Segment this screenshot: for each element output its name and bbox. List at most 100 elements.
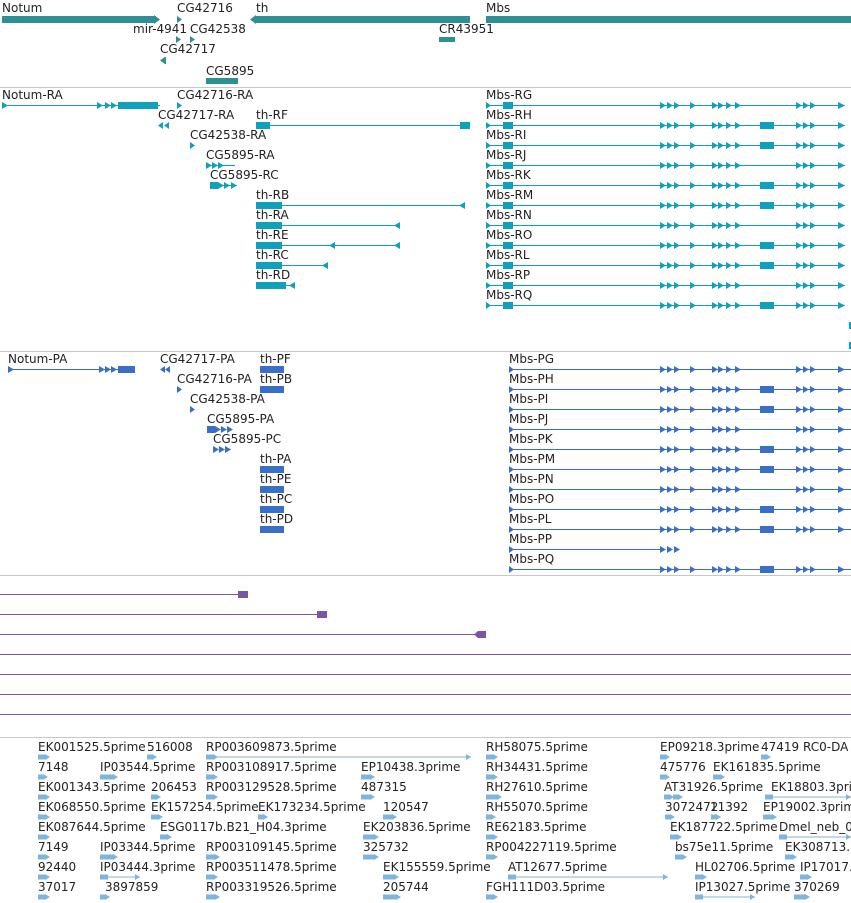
est-label[interactable]: EK308713.: [785, 840, 850, 854]
transcript-label[interactable]: Mbs-RM: [486, 188, 533, 202]
mbs-protein-glyph[interactable]: [509, 546, 680, 553]
mbs-protein-glyph[interactable]: [509, 526, 851, 533]
est-label[interactable]: RP004227119.5prime: [486, 840, 617, 854]
transcript-label[interactable]: th-RD: [256, 268, 290, 282]
gene-label[interactable]: th: [256, 1, 268, 15]
gene-label[interactable]: CG42716: [177, 1, 233, 15]
est-label[interactable]: EK087644.5prime: [38, 820, 146, 834]
est-label[interactable]: EK157254.5prime: [151, 800, 259, 814]
mbs-transcript-glyph[interactable]: [486, 162, 845, 169]
transcript-label[interactable]: CG42538-RA: [190, 128, 267, 142]
est-label[interactable]: 47419: [761, 740, 799, 754]
protein-label[interactable]: Mbs-PP: [509, 532, 552, 546]
mbs-protein-glyph[interactable]: [509, 566, 851, 573]
mbs-protein-glyph[interactable]: [509, 506, 851, 513]
est-label[interactable]: 11392: [710, 800, 748, 814]
mbs-protein-glyph[interactable]: [509, 426, 851, 433]
est-label[interactable]: EK001343.5prime: [38, 780, 146, 794]
transcript-label[interactable]: th-RF: [256, 108, 288, 122]
est-label[interactable]: 487315: [361, 780, 407, 794]
transcript-label[interactable]: Mbs-RJ: [486, 148, 526, 162]
est-label[interactable]: EK203836.5prime: [363, 820, 471, 834]
est-label[interactable]: FGH111D03.5prime: [486, 880, 605, 894]
transcript-label[interactable]: Mbs-RQ: [486, 288, 532, 302]
protein-label[interactable]: Mbs-PQ: [509, 552, 554, 566]
protein-label[interactable]: Mbs-PG: [509, 352, 554, 366]
gene-label[interactable]: Notum: [2, 1, 42, 15]
protein-label[interactable]: Mbs-PL: [509, 512, 552, 526]
est-label[interactable]: 7148: [38, 760, 69, 774]
protein-label[interactable]: CG42716-PA: [177, 372, 253, 386]
mbs-transcript-glyph[interactable]: [486, 302, 845, 309]
est-label[interactable]: EK173234.5prime: [258, 800, 366, 814]
est-label[interactable]: 7149: [38, 840, 69, 854]
est-label[interactable]: ESG0117b.B21_H04.3prime: [160, 820, 327, 834]
est-label[interactable]: IP03544.5prime: [100, 760, 195, 774]
gene-glyph-notum[interactable]: [2, 16, 154, 23]
gene-glyph-mbs[interactable]: [486, 16, 851, 23]
gene-glyph-mir-4941[interactable]: [176, 36, 181, 43]
est-label[interactable]: 325732: [363, 840, 409, 854]
mbs-transcript-glyph[interactable]: [486, 102, 845, 109]
mbs-transcript-glyph[interactable]: [486, 142, 845, 149]
mbs-protein-glyph[interactable]: [509, 466, 851, 473]
gene-glyph-cg42717[interactable]: [160, 57, 166, 64]
protein-label[interactable]: CG5895-PC: [213, 432, 281, 446]
mbs-protein-glyph[interactable]: [509, 386, 851, 393]
mbs-transcript-glyph[interactable]: [486, 222, 845, 229]
transcript-label[interactable]: Mbs-RP: [486, 268, 530, 282]
gene-label[interactable]: CG42538: [190, 22, 246, 36]
est-label[interactable]: RP003319526.5prime: [206, 880, 337, 894]
est-label[interactable]: EP19002.3prime: [763, 800, 851, 814]
protein-label[interactable]: th-PA: [260, 452, 292, 466]
mbs-transcript-glyph[interactable]: [486, 282, 845, 289]
transcript-label[interactable]: CG42717-RA: [158, 108, 235, 122]
mbs-protein-glyph[interactable]: [509, 446, 851, 453]
est-label[interactable]: EK18803.3prime: [771, 780, 851, 794]
est-label[interactable]: RP003129528.5prime: [206, 780, 337, 794]
est-label[interactable]: RP003609873.5prime: [206, 740, 337, 754]
gene-glyph-cg42538[interactable]: [190, 36, 195, 43]
mbs-transcript-glyph[interactable]: [486, 182, 845, 189]
est-label[interactable]: IP17017.: [800, 860, 851, 874]
est-label[interactable]: RP003108917.5prime: [206, 760, 337, 774]
mbs-transcript-glyph[interactable]: [486, 262, 845, 269]
gene-glyph-cg5895[interactable]: [206, 78, 238, 84]
mbs-protein-glyph[interactable]: [509, 406, 851, 413]
est-label[interactable]: EK187722.5prime: [670, 820, 778, 834]
est-label[interactable]: EK161835.5prime: [713, 760, 821, 774]
protein-label[interactable]: CG5895-PA: [207, 412, 275, 426]
est-label[interactable]: RH27610.5prime: [486, 780, 588, 794]
protein-label[interactable]: Notum-PA: [8, 352, 68, 366]
est-label[interactable]: bs75e11.5prime: [675, 840, 773, 854]
gene-glyph-cr43951[interactable]: [439, 37, 455, 42]
gene-label[interactable]: CG42717: [160, 42, 216, 56]
protein-label[interactable]: CG42538-PA: [190, 392, 266, 406]
est-label[interactable]: 516008: [147, 740, 193, 754]
protein-label[interactable]: Mbs-PJ: [509, 412, 548, 426]
est-label[interactable]: HL02706.5prime: [695, 860, 795, 874]
est-label[interactable]: RC0-DA: [803, 740, 849, 754]
est-label[interactable]: 475776: [660, 760, 706, 774]
transcript-label[interactable]: Mbs-RK: [486, 168, 532, 182]
est-label[interactable]: RH55070.5prime: [486, 800, 588, 814]
est-label[interactable]: EP10438.3prime: [361, 760, 460, 774]
est-label[interactable]: 3072472: [665, 800, 718, 814]
est-label[interactable]: 37017: [38, 880, 76, 894]
transcript-label[interactable]: th-RC: [256, 248, 289, 262]
mbs-transcript-glyph[interactable]: [486, 122, 845, 129]
est-label[interactable]: RH58075.5prime: [486, 740, 588, 754]
protein-label[interactable]: Mbs-PM: [509, 452, 555, 466]
est-label[interactable]: EP09218.3prime: [660, 740, 759, 754]
protein-label[interactable]: Mbs-PH: [509, 372, 554, 386]
transcript-label[interactable]: Notum-RA: [2, 88, 64, 102]
protein-label[interactable]: Mbs-PK: [509, 432, 554, 446]
transcript-label[interactable]: Mbs-RI: [486, 128, 526, 142]
protein-label[interactable]: th-PD: [260, 512, 293, 526]
transcript-label[interactable]: CG5895-RC: [210, 168, 279, 182]
transcript-label[interactable]: CG5895-RA: [206, 148, 275, 162]
protein-label[interactable]: Mbs-PO: [509, 492, 554, 506]
protein-label[interactable]: Mbs-PN: [509, 472, 554, 486]
est-label[interactable]: IP13027.5prime: [695, 880, 790, 894]
protein-label[interactable]: th-PE: [260, 472, 291, 486]
